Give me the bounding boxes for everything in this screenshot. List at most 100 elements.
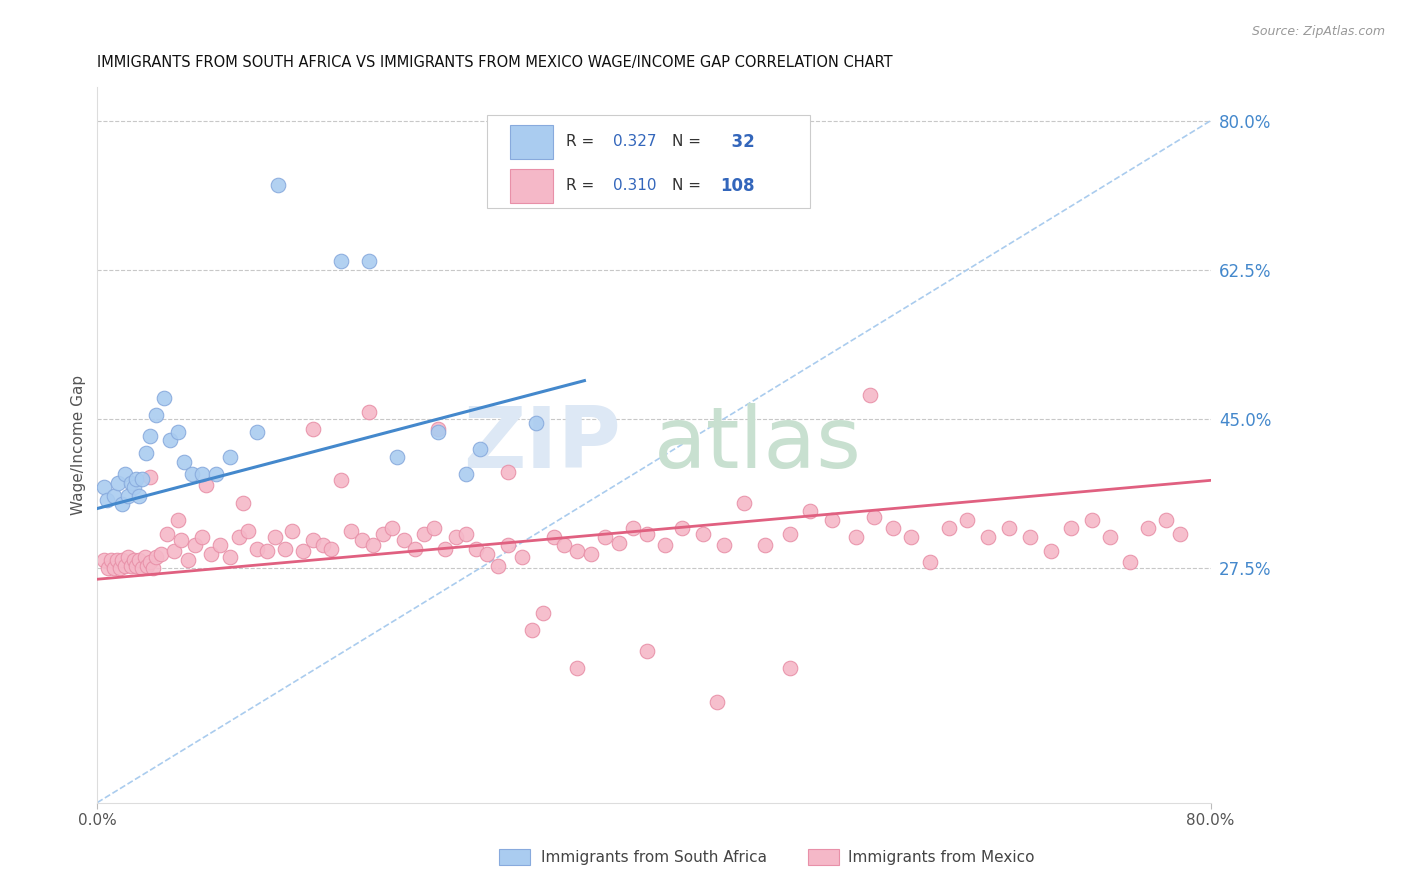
Point	[882, 521, 904, 535]
Point	[1099, 530, 1122, 544]
Point	[692, 527, 714, 541]
Point	[264, 530, 287, 544]
Point	[496, 465, 519, 479]
Point	[654, 538, 676, 552]
Text: N =: N =	[672, 178, 706, 194]
Point	[145, 408, 167, 422]
Bar	[510, 169, 553, 203]
Point	[256, 544, 278, 558]
Text: 0.327: 0.327	[613, 135, 657, 150]
Point	[385, 450, 408, 465]
Point	[131, 472, 153, 486]
Point	[267, 178, 290, 192]
Point	[381, 521, 404, 535]
Point	[863, 510, 886, 524]
Point	[139, 470, 162, 484]
Point	[821, 512, 844, 526]
Point	[392, 533, 415, 547]
Point	[524, 416, 547, 430]
Point	[145, 550, 167, 565]
Point	[799, 504, 821, 518]
Point	[228, 530, 250, 544]
Point	[103, 561, 125, 575]
Point	[371, 527, 394, 541]
Point	[468, 442, 491, 456]
Point	[153, 391, 176, 405]
Point	[859, 388, 882, 402]
Point	[135, 446, 157, 460]
Text: R =: R =	[567, 178, 599, 194]
Point	[321, 541, 343, 556]
Point	[120, 558, 142, 573]
Point	[208, 538, 231, 552]
Point	[1018, 530, 1040, 544]
Point	[520, 624, 543, 638]
Point	[96, 492, 118, 507]
Point	[139, 555, 162, 569]
Point	[553, 538, 575, 552]
Point	[733, 495, 755, 509]
Point	[302, 533, 325, 547]
Point	[167, 512, 190, 526]
Point	[531, 607, 554, 621]
Point	[111, 552, 134, 566]
Point	[339, 524, 361, 539]
Point	[1154, 512, 1177, 526]
Point	[125, 472, 148, 486]
Point	[956, 512, 979, 526]
Point	[170, 533, 193, 547]
Point	[232, 495, 254, 509]
Point	[114, 467, 136, 482]
Point	[977, 530, 1000, 544]
Point	[134, 550, 156, 565]
Point	[845, 530, 868, 544]
Point	[636, 527, 658, 541]
Point	[543, 530, 565, 544]
Text: N =: N =	[672, 135, 706, 150]
Point	[111, 497, 134, 511]
Point	[496, 538, 519, 552]
Point	[204, 467, 226, 482]
FancyBboxPatch shape	[486, 115, 810, 209]
Point	[779, 527, 801, 541]
Point	[636, 644, 658, 658]
Point	[177, 552, 200, 566]
Point	[404, 541, 426, 556]
Point	[114, 558, 136, 573]
Point	[117, 550, 139, 565]
Point	[1039, 544, 1062, 558]
Point	[274, 541, 297, 556]
Point	[93, 552, 115, 566]
Point	[246, 425, 269, 439]
Point	[181, 467, 204, 482]
Point	[357, 405, 380, 419]
Text: R =: R =	[567, 135, 599, 150]
Point	[236, 524, 259, 539]
Point	[173, 454, 195, 468]
Text: 108: 108	[720, 177, 754, 194]
Point	[607, 535, 630, 549]
Point	[1081, 512, 1104, 526]
Point	[292, 544, 315, 558]
Point	[938, 521, 960, 535]
Point	[446, 530, 468, 544]
Point	[100, 552, 122, 566]
Point	[706, 695, 728, 709]
Point	[423, 521, 446, 535]
Point	[312, 538, 335, 552]
Point	[122, 552, 145, 566]
Text: 0.310: 0.310	[613, 178, 657, 194]
Point	[97, 561, 120, 575]
Point	[510, 550, 533, 565]
Point	[779, 661, 801, 675]
Text: atlas: atlas	[654, 403, 862, 486]
Point	[350, 533, 373, 547]
Point	[456, 527, 478, 541]
Point	[190, 530, 212, 544]
Point	[329, 254, 352, 268]
Point	[713, 538, 735, 552]
Point	[167, 425, 190, 439]
Point	[117, 489, 139, 503]
Point	[159, 434, 181, 448]
Point	[218, 550, 240, 565]
